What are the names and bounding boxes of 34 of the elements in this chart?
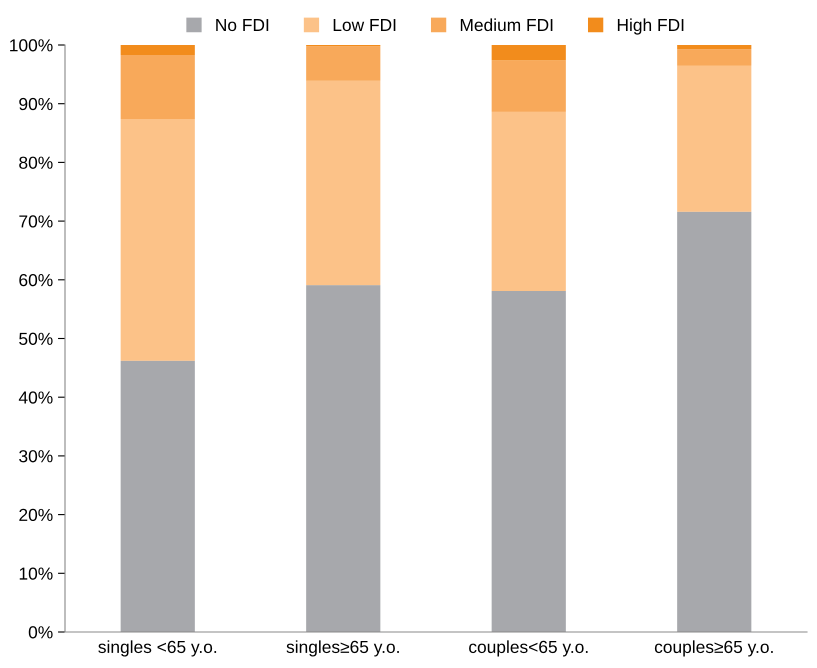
- bar: [492, 112, 566, 291]
- bar: [120, 118, 195, 361]
- bar: [492, 290, 566, 632]
- bar: [306, 46, 380, 81]
- y-tick-label: 40%: [18, 391, 53, 404]
- bar: [677, 66, 752, 212]
- bar: [677, 49, 752, 66]
- y-tick-label: 70%: [19, 215, 53, 228]
- y-tick-label: 20%: [19, 508, 53, 522]
- x-tick-label: couples≥65 y.o.: [654, 640, 773, 657]
- x-tick-label: singles≥65 y.o.: [286, 640, 399, 657]
- y-tick-label: 60%: [19, 274, 53, 286]
- y-tick-label: 90%: [19, 98, 53, 110]
- bar: [492, 45, 566, 60]
- bar: [120, 360, 195, 632]
- bar: [677, 212, 752, 632]
- bar: [677, 45, 752, 50]
- y-tick-label: 10%: [20, 567, 53, 580]
- legend-label: No FDI: [216, 19, 268, 32]
- bar: [120, 54, 195, 119]
- legend-label: Low FDI: [334, 19, 396, 32]
- bar: [120, 45, 195, 55]
- bar: [306, 285, 380, 632]
- legend-label: Medium FDI: [460, 18, 552, 32]
- x-tick-label: couples<65 y.o.: [469, 640, 588, 657]
- y-tick-label: 30%: [19, 450, 53, 462]
- x-tick-label: singles <65 y.o.: [98, 640, 216, 657]
- bar: [492, 60, 566, 112]
- bar: [306, 80, 380, 286]
- y-tick-label: 50%: [19, 332, 53, 345]
- y-tick-label: 0%: [28, 626, 53, 638]
- y-tick-label: 80%: [19, 156, 53, 169]
- y-tick-label: 100%: [10, 39, 53, 52]
- legend-label: High FDI: [618, 18, 684, 35]
